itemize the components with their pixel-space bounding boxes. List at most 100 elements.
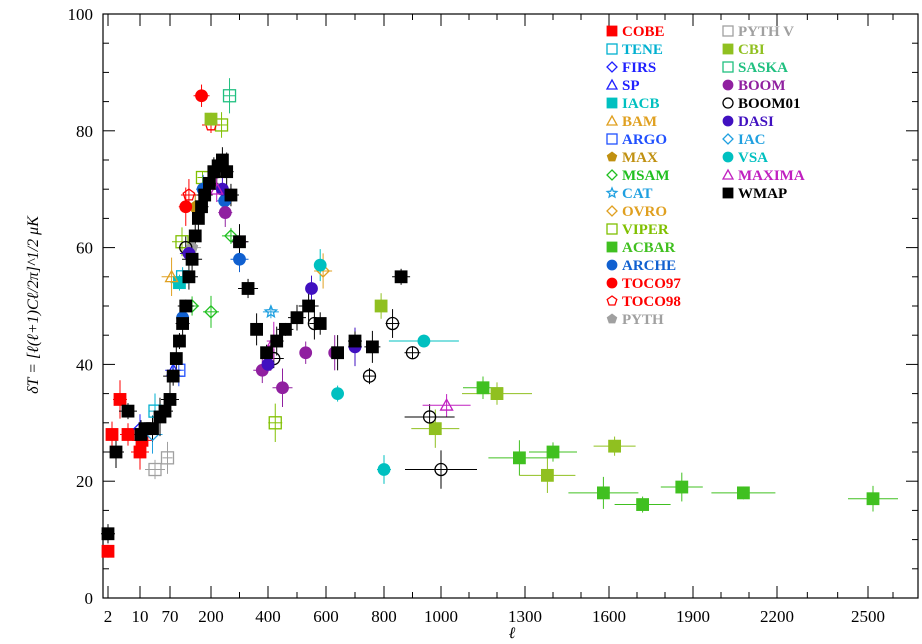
x-tick-label: 400 <box>255 607 281 626</box>
x-axis-label: ℓ <box>509 625 516 642</box>
point-boom01 <box>422 410 437 424</box>
point-boom <box>218 206 232 219</box>
point-wmap <box>121 404 135 418</box>
data-markers <box>101 89 880 558</box>
point-saska <box>222 89 237 103</box>
legend-marker-vsa <box>722 151 734 163</box>
x-tick-label: 1000 <box>424 607 458 626</box>
point-wmap <box>233 235 246 249</box>
x-tick-label: 1600 <box>592 607 626 626</box>
point-cobe <box>121 428 135 441</box>
legend-label-argo: ARGO <box>622 132 667 148</box>
point-boom <box>299 346 313 360</box>
legend-marker-tene <box>606 43 618 55</box>
legend-marker-iac <box>722 133 734 145</box>
x-tick-label: 2200 <box>760 607 794 626</box>
point-cobe <box>101 544 115 558</box>
legend-label-toco98: TOCO98 <box>622 294 681 310</box>
legend-label-viper: VIPER <box>622 222 669 238</box>
legend-marker-viper <box>606 223 618 235</box>
x-tick-label: 10 <box>132 607 149 626</box>
point-wmap <box>365 340 379 354</box>
point-cobe <box>105 428 119 441</box>
x-tick-label: 200 <box>198 607 224 626</box>
legend-marker-toco97 <box>606 277 618 289</box>
x-tick-label: 2500 <box>851 607 885 626</box>
point-pyth-v <box>160 451 175 465</box>
y-tick-label: 20 <box>76 472 93 491</box>
y-tick-label: 80 <box>76 122 93 141</box>
legend-marker-pyth <box>606 313 618 324</box>
legend-marker-argo <box>606 133 618 145</box>
point-cbi <box>204 112 218 126</box>
legend-label-cbi: CBI <box>738 42 765 58</box>
point-wmap <box>198 188 212 202</box>
point-wmap <box>250 322 264 336</box>
legend-label-tene: TENE <box>622 42 663 58</box>
point-vsa <box>313 258 327 272</box>
x-tick-label: 1300 <box>508 607 542 626</box>
legend-label-firs: FIRS <box>622 60 656 76</box>
legend-marker-arche <box>606 259 618 271</box>
legend-label-iac: IAC <box>738 132 766 148</box>
point-toco97 <box>179 200 193 214</box>
point-vsa <box>417 334 431 348</box>
point-wmap <box>185 252 199 266</box>
point-toco98 <box>182 188 196 201</box>
legend-marker-boom <box>722 79 734 91</box>
y-tick-labels: 0 20 40 60 80 100 <box>68 5 94 608</box>
point-wmap <box>173 334 186 348</box>
legend-label-bam: BAM <box>622 114 657 130</box>
y-tick-label: 60 <box>76 239 93 258</box>
point-wmap <box>241 282 255 295</box>
legend-marker-cbi <box>722 43 734 55</box>
point-wmap <box>182 270 196 284</box>
legend-label-wmap: WMAP <box>738 186 787 202</box>
y-tick-label: 100 <box>68 5 94 24</box>
point-acbar <box>675 480 689 494</box>
legend-label-cat: CAT <box>622 186 653 202</box>
y-tick-label: 0 <box>85 589 94 608</box>
point-wmap <box>188 229 202 243</box>
point-wmap <box>260 346 273 360</box>
point-arche <box>233 252 246 266</box>
point-wmap <box>176 317 190 330</box>
point-wmap <box>331 346 345 360</box>
point-acbar <box>737 486 750 500</box>
legend-label-msam: MSAM <box>622 168 670 184</box>
point-wmap <box>101 527 115 541</box>
legend-label-arche: ARCHE <box>622 258 676 274</box>
point-acbar <box>546 445 560 459</box>
point-boom01 <box>434 462 448 477</box>
point-wmap <box>313 317 327 330</box>
point-wmap <box>109 445 123 459</box>
point-acbar <box>866 492 880 506</box>
point-cbi <box>608 439 621 453</box>
point-toco97 <box>195 89 208 103</box>
y-axis-label: δT = [ℓ(ℓ+1)Cℓ/2π]^1/2 μK <box>25 215 42 394</box>
point-cat <box>263 304 279 319</box>
legend-label-cobe: COBE <box>622 24 665 40</box>
point-wmap <box>158 404 172 418</box>
point-acbar <box>513 451 526 465</box>
point-wmap <box>394 270 408 284</box>
point-wmap <box>270 334 284 348</box>
point-wmap <box>166 369 180 383</box>
point-cobe <box>113 393 127 406</box>
point-viper <box>268 416 282 430</box>
legend: COBE TENE FIRS SP IACB BAM ARGO MAX MSAM CAT OVRO V… <box>605 24 805 328</box>
point-cbi <box>541 468 554 482</box>
point-bam <box>164 269 179 283</box>
point-cbi <box>490 387 504 401</box>
legend-label-pyth-v: PYTH V <box>738 24 794 40</box>
legend-marker-acbar <box>606 241 618 253</box>
point-boom01 <box>405 346 420 360</box>
x-tick-label: 600 <box>313 607 339 626</box>
legend-label-maxima: MAXIMA <box>738 168 805 184</box>
point-vsa <box>377 463 391 476</box>
legend-marker-wmap <box>722 187 734 199</box>
point-boom01 <box>385 316 400 331</box>
point-wmap <box>163 393 177 406</box>
y-tick-label: 40 <box>76 355 93 374</box>
